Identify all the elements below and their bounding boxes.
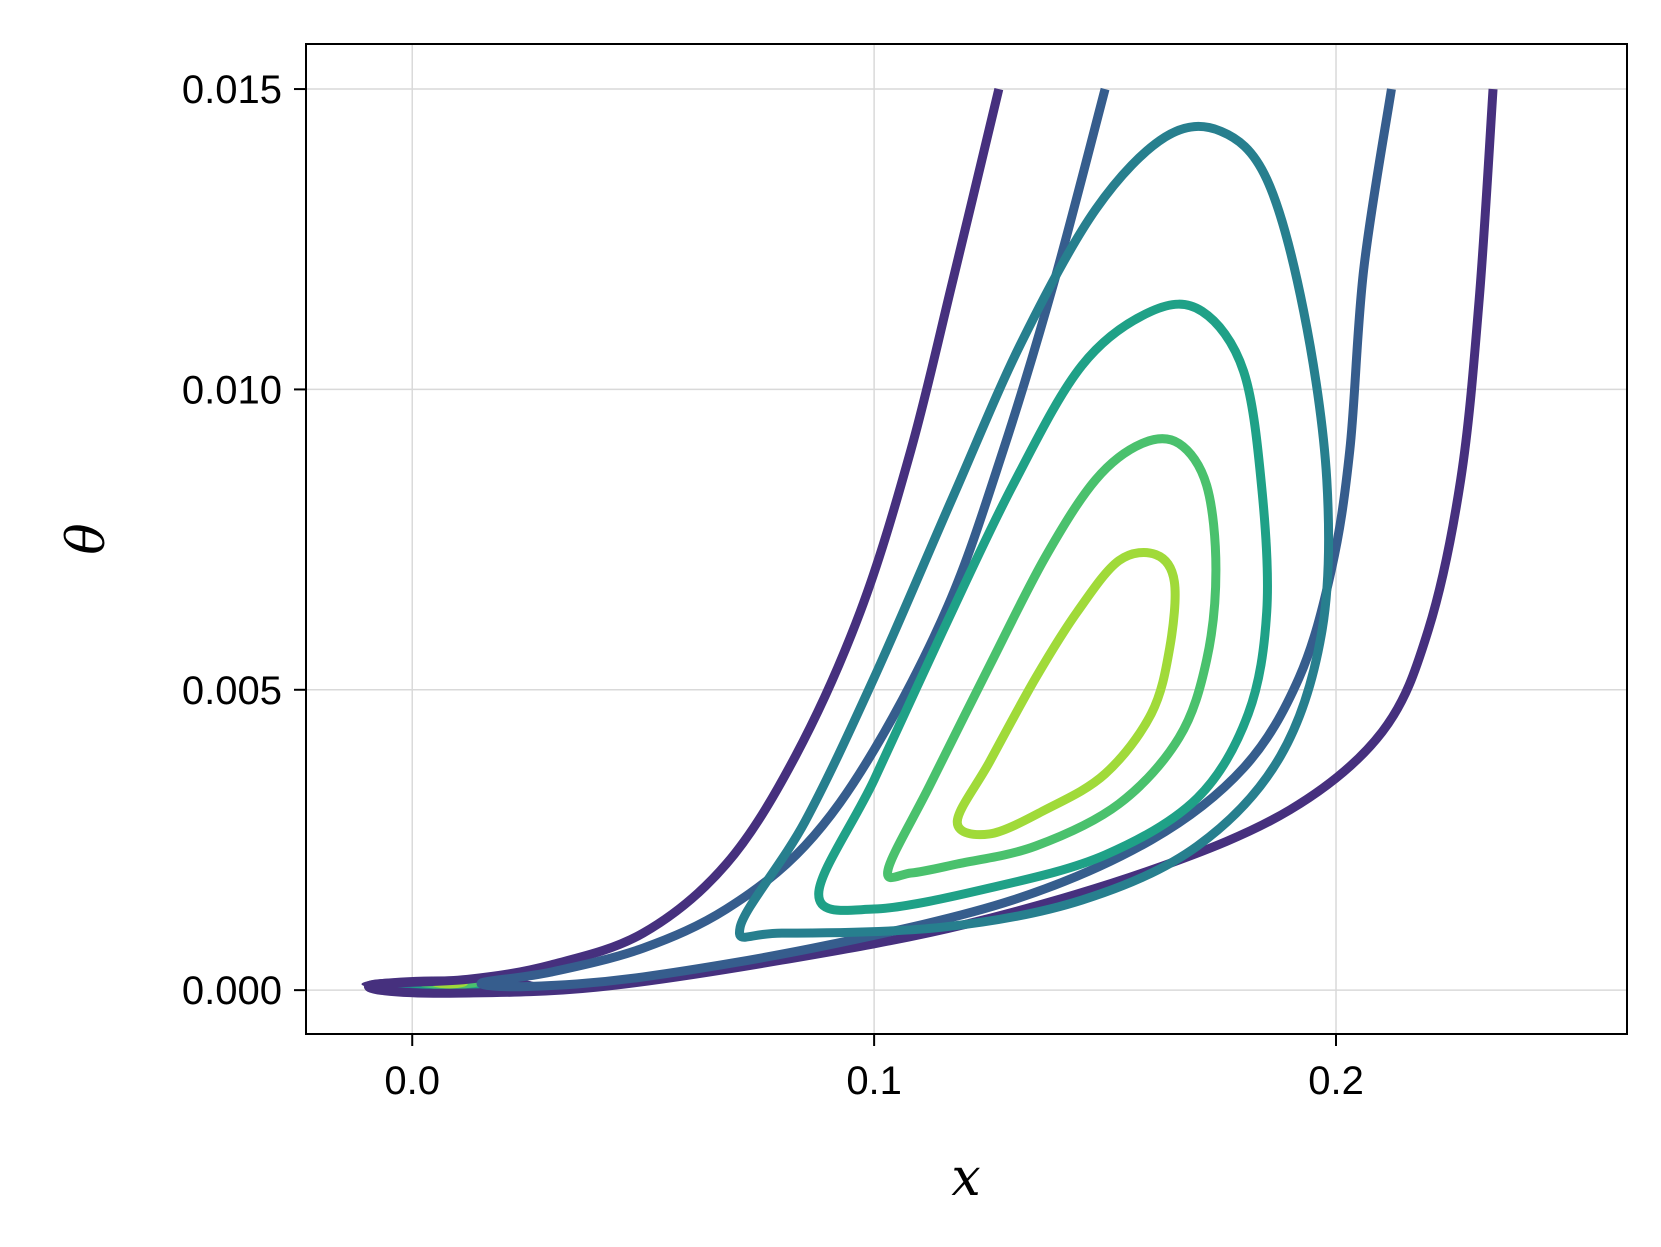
y-axis-ticks: 0.000 0.005 0.010 0.015	[182, 68, 306, 1013]
x-tick-label: 0.1	[846, 1059, 902, 1103]
y-tick-label: 0.015	[182, 68, 282, 112]
contour-line-5	[883, 434, 1221, 883]
y-tick-label: 0.000	[182, 969, 282, 1013]
y-tick-label: 0.010	[182, 368, 282, 412]
contour-line-4	[814, 299, 1273, 915]
contour-line-6	[952, 547, 1180, 840]
y-tick-label: 0.005	[182, 669, 282, 713]
y-axis-label: θ	[57, 523, 117, 554]
contour-line-3	[735, 121, 1334, 942]
grid-lines	[306, 44, 1627, 1034]
plot-frame	[305, 43, 1628, 1035]
x-tick-label: 0.2	[1308, 1059, 1364, 1103]
contour-lines	[363, 87, 1498, 998]
x-axis-label: x	[951, 1148, 980, 1208]
x-tick-label: 0.0	[384, 1059, 440, 1103]
x-axis-ticks: 0.0 0.1 0.2	[384, 1034, 1364, 1103]
contour-line-1	[363, 87, 1498, 998]
